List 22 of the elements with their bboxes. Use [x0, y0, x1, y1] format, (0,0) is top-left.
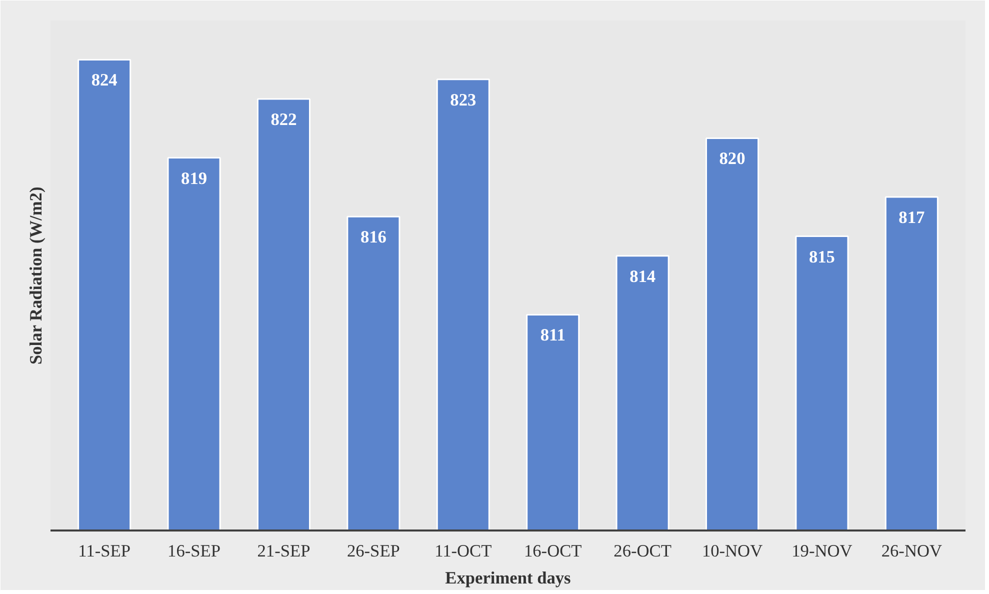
- data-label: 815: [808, 247, 836, 266]
- x-tick-label: 10-NOV: [702, 542, 764, 560]
- x-tick-label: 16-OCT: [524, 542, 582, 560]
- data-label: 823: [450, 90, 476, 110]
- x-tick-label: 26-SEP: [346, 542, 400, 560]
- data-label: 819: [181, 168, 208, 188]
- data-label: 820: [719, 149, 746, 168]
- data-label: 816: [360, 228, 387, 247]
- x-axis-title: Experiment days: [445, 568, 572, 588]
- data-label: 822: [270, 110, 297, 129]
- data-label: 811: [540, 326, 566, 345]
- x-tick-label: 21-SEP: [257, 542, 310, 560]
- data-label: 814: [630, 266, 656, 286]
- data-label: 824: [91, 70, 118, 90]
- y-axis-title: Solar Radiation (W/m2): [26, 186, 46, 365]
- x-tick-label: 19-NOV: [792, 542, 853, 560]
- x-tick-label: 26-NOV: [881, 542, 942, 560]
- x-tick-label: 11-SEP: [78, 542, 130, 560]
- x-tick-label: 16-SEP: [168, 542, 221, 560]
- x-tick-label: 26-OCT: [614, 542, 672, 560]
- x-tick-label: 11-OCT: [434, 542, 492, 560]
- data-label: 817: [898, 208, 926, 228]
